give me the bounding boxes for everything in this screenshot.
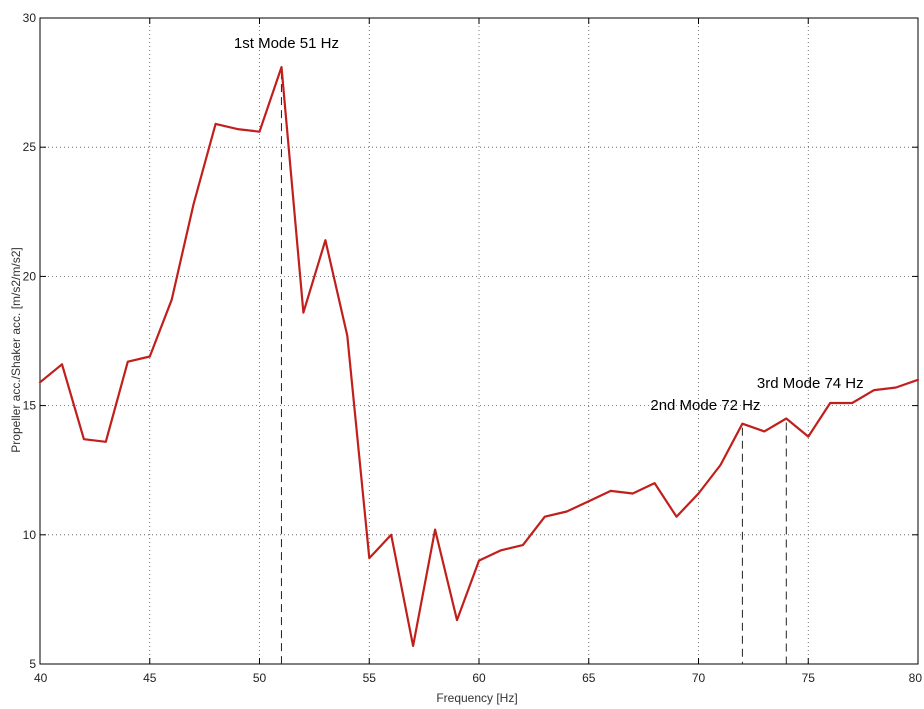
x-tick-label: 45	[143, 671, 157, 685]
mode-annotation-label: 3rd Mode 74 Hz	[757, 375, 864, 392]
mode-annotation-label: 1st Mode 51 Hz	[234, 35, 339, 52]
x-tick-label: 40	[34, 671, 48, 685]
x-tick-label: 75	[802, 671, 816, 685]
mode-marker-lines	[280, 71, 787, 664]
x-tick-label: 55	[363, 671, 377, 685]
x-tick-label: 80	[909, 671, 923, 685]
y-tick-label: 15	[23, 399, 37, 413]
y-tick-label: 10	[23, 528, 37, 542]
x-axis-label: Frequency [Hz]	[436, 691, 517, 705]
y-tick-label: 5	[29, 657, 36, 671]
y-tick-label: 25	[23, 140, 37, 154]
mode-annotations: 1st Mode 51 Hz 2nd Mode 72 Hz 3rd Mode 74 …	[234, 35, 864, 414]
y-tick-label: 30	[23, 11, 37, 25]
series-line-response	[38, 65, 920, 648]
y-tick-label: 20	[23, 269, 37, 283]
x-axis-ticks: 40 45 50 55 60 65 70 75 80	[34, 18, 922, 685]
x-tick-label: 65	[582, 671, 596, 685]
x-tick-label: 70	[692, 671, 706, 685]
y-axis-label: Propeller acc./Shaker acc. [m/s2/m/s2]	[9, 247, 23, 452]
y-axis-ticks: 5 10 15 20 25 30	[23, 11, 918, 671]
x-tick-label: 50	[253, 671, 267, 685]
mode-annotation-label: 2nd Mode 72 Hz	[650, 397, 760, 414]
x-tick-label: 60	[472, 671, 486, 685]
